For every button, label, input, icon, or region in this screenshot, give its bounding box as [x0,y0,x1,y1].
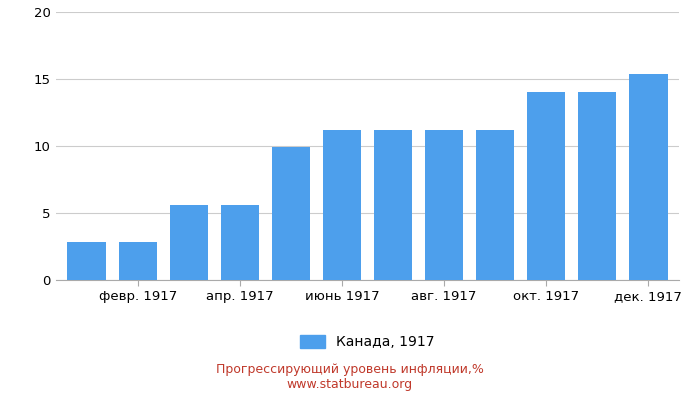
Bar [323,130,361,280]
Text: www.statbureau.org: www.statbureau.org [287,378,413,391]
Bar [220,205,259,280]
Bar [425,130,463,280]
Bar [629,74,668,280]
Text: Прогрессирующий уровень инфляции,%: Прогрессирующий уровень инфляции,% [216,364,484,376]
Legend: Канада, 1917: Канада, 1917 [300,335,435,349]
Bar [578,92,617,280]
Bar [118,242,157,280]
Bar [169,205,208,280]
Bar [476,130,514,280]
Bar [67,242,106,280]
Bar [374,130,412,280]
Bar [272,147,310,280]
Bar [527,92,566,280]
